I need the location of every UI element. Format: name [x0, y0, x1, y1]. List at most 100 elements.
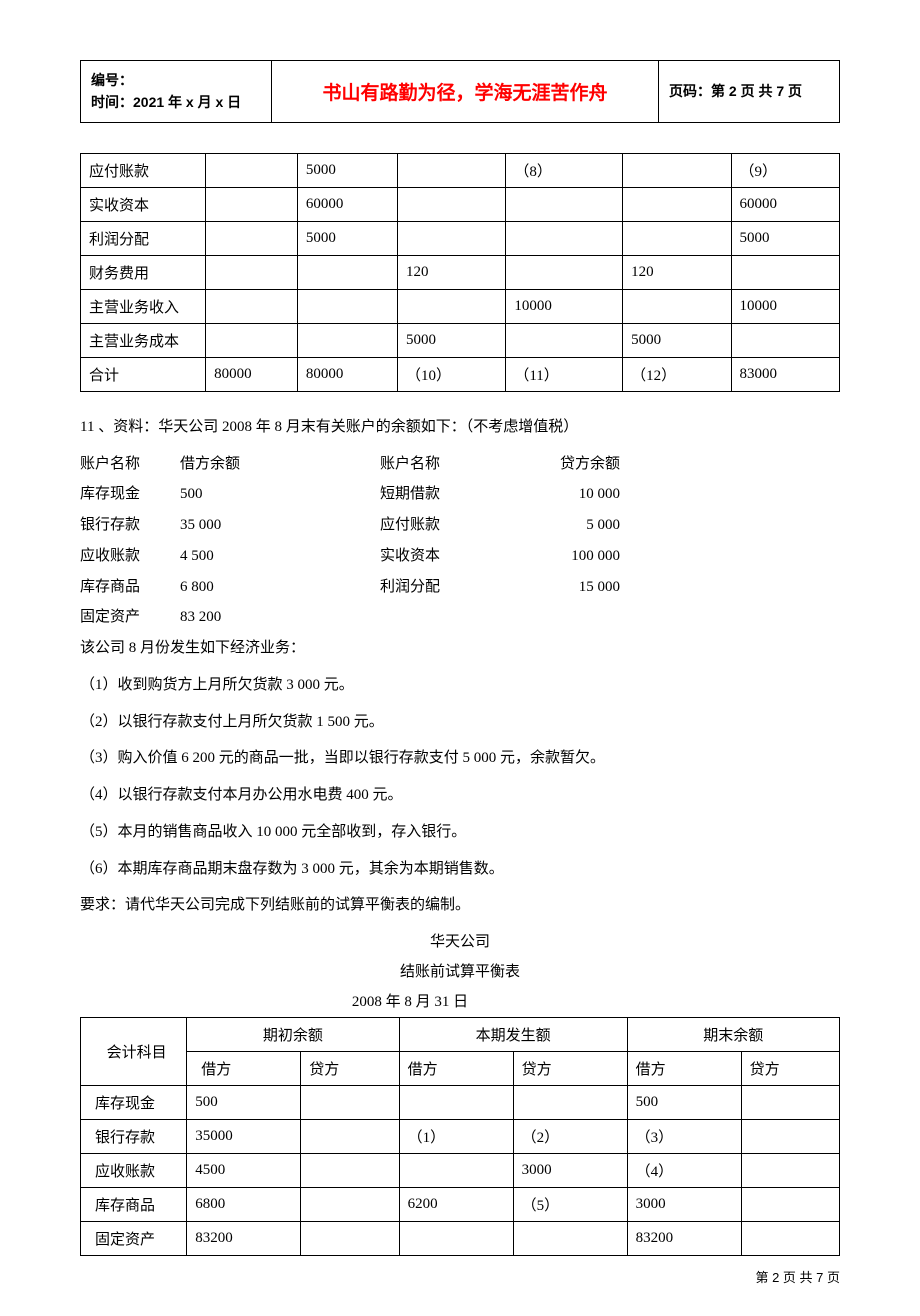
table-cell: 5000 [397, 323, 505, 357]
balance-row: 库存商品6 800 [80, 572, 380, 603]
table-row: 应收账款45003000（4） [81, 1154, 840, 1188]
table-cell: 财务费用 [81, 255, 206, 289]
table-cell [206, 187, 298, 221]
narrative-line4: （4）以银行存款支付本月办公用水电费 400 元。 [80, 780, 840, 811]
balance-row: 短期借款10 000 [380, 479, 620, 510]
balance-header-left-val: 借方余额 [180, 449, 380, 480]
balance-row: 固定资产83 200 [80, 602, 380, 633]
table-cell [731, 255, 839, 289]
trial-balance-table: 会计科目期初余额本期发生额期末余额借方贷方借方贷方借方贷方库存现金500500银… [80, 1017, 840, 1256]
table-cell [399, 1086, 513, 1120]
table-header-cell: 会计科目 [81, 1018, 187, 1086]
table-cell [397, 187, 505, 221]
table-row: 银行存款35000（1）（2）（3） [81, 1120, 840, 1154]
table-cell: （10） [397, 357, 505, 391]
balance-value: 6 800 [180, 572, 380, 603]
narrative-req: 要求：请代华天公司完成下列结账前的试算平衡表的编制。 [80, 890, 840, 921]
table-cell: （11） [506, 357, 623, 391]
table-cell [206, 221, 298, 255]
table-cell [206, 323, 298, 357]
table-cell: 实收资本 [81, 187, 206, 221]
table-row: 库存现金500500 [81, 1086, 840, 1120]
table-cell: 4500 [187, 1154, 301, 1188]
table-header-cell: 贷方 [513, 1052, 627, 1086]
table-cell [297, 323, 397, 357]
table-cell: 60000 [731, 187, 839, 221]
table-cell [623, 289, 731, 323]
table-cell: 5000 [297, 221, 397, 255]
table-cell: （4） [627, 1154, 741, 1188]
table-cell: （3） [627, 1120, 741, 1154]
page-footer: 第 2 页 共 7 页 [755, 1267, 840, 1286]
balance-header-right-name: 账户名称 [380, 449, 500, 480]
balance-value: 5 000 [500, 510, 620, 541]
table-cell: 120 [397, 255, 505, 289]
table-cell: （5） [513, 1188, 627, 1222]
table-header-cell: 借方 [627, 1052, 741, 1086]
table-cell [506, 221, 623, 255]
table-header-row: 借方贷方借方贷方借方贷方 [81, 1052, 840, 1086]
table-header-cell: 贷方 [301, 1052, 399, 1086]
q11-intro: 11 、资料：华天公司 2008 年 8 月末有关账户的余额如下：（不考虑增值税… [80, 412, 840, 443]
balance-name: 库存现金 [80, 479, 180, 510]
table-cell: 库存商品 [81, 1188, 187, 1222]
table-cell: 应付账款 [81, 153, 206, 187]
table-cell: （2） [513, 1120, 627, 1154]
table-cell [741, 1120, 839, 1154]
table-cell: 500 [627, 1086, 741, 1120]
table-cell: （12） [623, 357, 731, 391]
table-cell: 6800 [187, 1188, 301, 1222]
table-cell [297, 255, 397, 289]
balance-value: 500 [180, 479, 380, 510]
table-cell: 5000 [731, 221, 839, 255]
table-cell: 3000 [513, 1154, 627, 1188]
narrative-line1: （1）收到购货方上月所欠货款 3 000 元。 [80, 670, 840, 701]
table-row: 合计8000080000（10）（11）（12）83000 [81, 357, 840, 391]
table-cell [297, 289, 397, 323]
table-cell [506, 187, 623, 221]
table-cell [399, 1154, 513, 1188]
balance-row: 应付账款5 000 [380, 510, 620, 541]
balance-value: 15 000 [500, 572, 620, 603]
table-cell: （1） [399, 1120, 513, 1154]
table-cell: 10000 [731, 289, 839, 323]
table-cell [301, 1188, 399, 1222]
table-cell: 500 [187, 1086, 301, 1120]
table-cell [623, 153, 731, 187]
bianhao-label: 编号： [91, 72, 133, 88]
table-header-cell: 贷方 [741, 1052, 839, 1086]
balance-value: 10 000 [500, 479, 620, 510]
sheet-date: 2008 年 8 月 31 日 [80, 987, 840, 1017]
company-title: 华天公司 [80, 927, 840, 957]
sheet-title: 结账前试算平衡表 [80, 957, 840, 987]
balance-name: 应付账款 [380, 510, 500, 541]
narrative-line2: （2）以银行存款支付上月所欠货款 1 500 元。 [80, 707, 840, 738]
table-cell: 60000 [297, 187, 397, 221]
balance-value: 4 500 [180, 541, 380, 572]
table-cell: 3000 [627, 1188, 741, 1222]
accounts-table-1: 应付账款5000（8）（9）实收资本6000060000利润分配50005000… [80, 153, 840, 392]
table-header-cell: 本期发生额 [399, 1018, 627, 1052]
table-cell [741, 1154, 839, 1188]
table-cell [206, 289, 298, 323]
table-row: 主营业务收入1000010000 [81, 289, 840, 323]
table-cell [741, 1222, 839, 1256]
table-cell [397, 289, 505, 323]
header-motto: 书山有路勤为径，学海无涯苦作舟 [272, 61, 659, 123]
table-cell: 10000 [506, 289, 623, 323]
table-cell: 固定资产 [81, 1222, 187, 1256]
table-cell: 利润分配 [81, 221, 206, 255]
balance-name: 利润分配 [380, 572, 500, 603]
table-cell: 80000 [206, 357, 298, 391]
table-cell: 5000 [623, 323, 731, 357]
table-cell: 主营业务成本 [81, 323, 206, 357]
table-cell: 83200 [627, 1222, 741, 1256]
table-cell: 83000 [731, 357, 839, 391]
table-cell: 合计 [81, 357, 206, 391]
table-cell [301, 1086, 399, 1120]
narrative-line0: 该公司 8 月份发生如下经济业务： [80, 633, 840, 664]
document-page: 编号： 时间：2021 年 x 月 x 日 书山有路勤为径，学海无涯苦作舟 页码… [0, 0, 920, 1316]
balance-value: 35 000 [180, 510, 380, 541]
table-cell [206, 255, 298, 289]
balance-row: 银行存款35 000 [80, 510, 380, 541]
